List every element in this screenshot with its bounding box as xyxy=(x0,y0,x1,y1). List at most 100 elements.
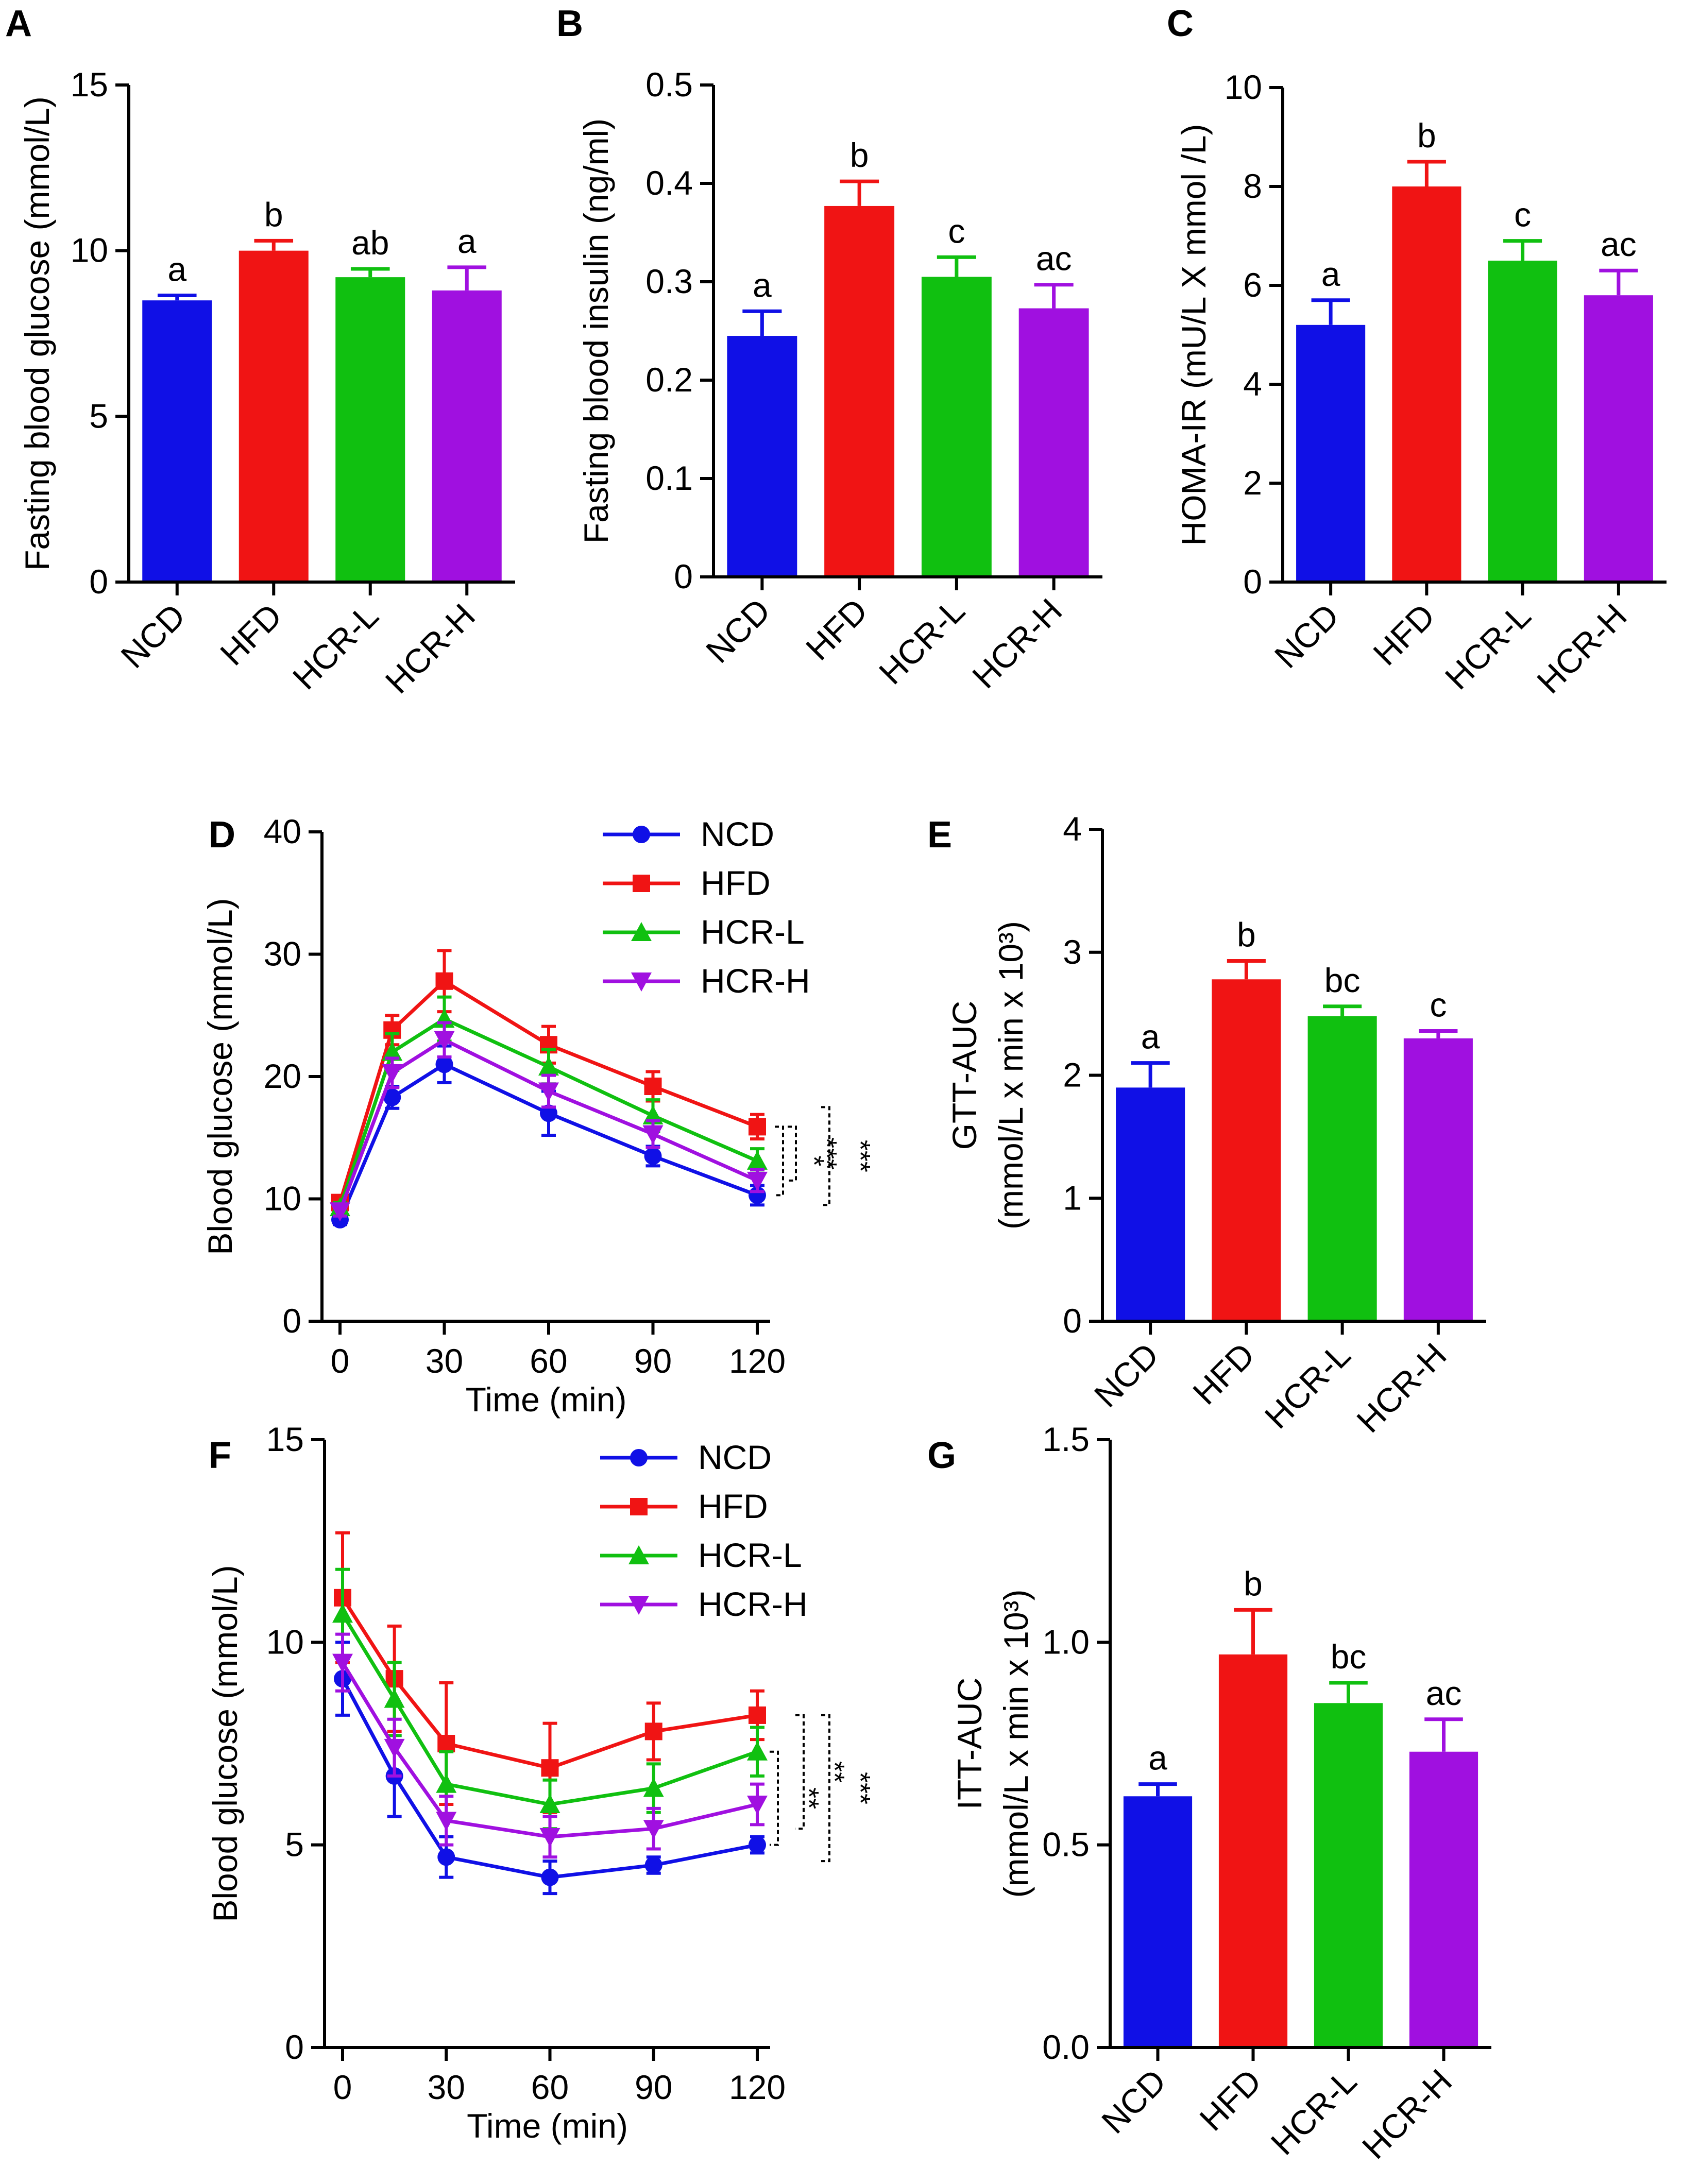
category-label: HCR-H xyxy=(1349,1336,1454,1440)
marker-circle xyxy=(540,1104,557,1122)
marker-triangle-up xyxy=(643,1778,664,1797)
category-label: HCR-L xyxy=(872,591,972,692)
y-tick-label: 15 xyxy=(266,1420,304,1458)
marker-square xyxy=(644,1722,662,1741)
significance-letter: b xyxy=(1417,116,1436,155)
bar-hfd xyxy=(239,250,309,583)
bar-hfd xyxy=(1212,979,1281,1321)
category-label: HCR-L xyxy=(285,596,386,697)
y-tick-label: 40 xyxy=(264,812,301,850)
category-label: HFD xyxy=(1185,1336,1262,1412)
marker-triangle-down xyxy=(330,1202,350,1222)
marker-triangle-down xyxy=(434,1031,455,1050)
panel-D: D 0 10 20 30 40 Blood glucose (mmol/L) 0 30 60 90 1… xyxy=(201,812,876,1419)
marker-triangle-down xyxy=(539,1828,560,1847)
significance-stars: ** xyxy=(819,1761,850,1783)
y-tick-label: 0 xyxy=(1063,1302,1082,1340)
marker-square xyxy=(541,1759,559,1777)
panel-F: F 0 5 10 15 Blood glucose (mmol/L) 0 30 60 90 120 T… xyxy=(206,1420,876,2145)
y-axis-label: Fasting blood insulin (ng/ml) xyxy=(577,118,615,543)
y-axis-label: ITT-AUC xyxy=(950,1678,989,1810)
panel-label: F xyxy=(209,1435,231,1476)
significance-letter: ac xyxy=(1426,1674,1462,1712)
category-label: HFD xyxy=(1192,2062,1268,2138)
marker-circle xyxy=(633,826,650,843)
bar-hcr-h xyxy=(1403,1038,1473,1321)
marker-triangle-down xyxy=(538,1082,559,1102)
x-tick-label: 120 xyxy=(729,2068,786,2106)
y-tick-label: 2 xyxy=(1243,464,1262,502)
y-tick-label: 0 xyxy=(282,1302,301,1340)
panel-A: A 0 5 10 15 Fasting blood glucose (mmol/L) a NC… xyxy=(5,3,515,701)
series-line xyxy=(341,1661,758,1839)
panel-label: D xyxy=(209,814,235,856)
category-label: NCD xyxy=(1094,2062,1173,2141)
significance-bracket xyxy=(788,1125,797,1182)
marker-triangle-down xyxy=(332,1653,353,1673)
marker-square xyxy=(435,972,453,990)
y-axis-label-units: (mmol/L x min x 10³) xyxy=(992,921,1030,1230)
significance-letter: b xyxy=(1237,915,1256,953)
significance-bracket xyxy=(770,1750,779,1846)
marker-circle xyxy=(749,1836,766,1854)
category-label: NCD xyxy=(1267,596,1346,675)
panel-label: G xyxy=(927,1435,956,1476)
x-tick-label: 60 xyxy=(530,1342,567,1380)
significance-letter: a xyxy=(457,222,477,260)
panel-G: G 0.0 0.5 1.0 1.5 ITT-AUC (mmol/L x min x 10³)… xyxy=(927,1420,1491,2166)
significance-letter: b xyxy=(1244,1564,1263,1602)
marker-triangle-up xyxy=(631,922,652,941)
y-tick-label: 5 xyxy=(285,1825,304,1864)
x-axis-label: Time (min) xyxy=(467,2107,628,2145)
significance-brackets: ******* xyxy=(770,1714,876,1863)
marker-triangle-down xyxy=(631,972,652,992)
panel-label: E xyxy=(927,814,952,856)
marker-triangle-up xyxy=(384,1688,405,1708)
legend-entry: HCR-L xyxy=(698,1536,802,1574)
bar-hfd xyxy=(1392,186,1461,582)
panel-E: E 0 1 2 3 4 GTT-AUC (mmol/L x min x 10³) a NCD b HF… xyxy=(927,810,1486,1440)
y-tick-label: 10 xyxy=(264,1180,301,1218)
significance-brackets: ******* xyxy=(775,1106,876,1206)
marker-triangle-up xyxy=(628,1545,649,1564)
y-tick-label: 3 xyxy=(1063,933,1082,971)
bar-hfd xyxy=(824,206,895,577)
legend-entry: HFD xyxy=(701,864,771,902)
series-line xyxy=(338,1017,758,1208)
significance-letter: ac xyxy=(1036,240,1072,278)
bar-ncd xyxy=(1116,1087,1185,1321)
bar-hcr-h xyxy=(1018,308,1089,577)
marker-square xyxy=(644,1078,662,1095)
marker-triangle-up xyxy=(332,1603,353,1623)
significance-letter: c xyxy=(1514,196,1531,234)
y-tick-label: 0.5 xyxy=(1042,1825,1090,1864)
bar-ncd xyxy=(727,336,797,577)
marker-triangle-down xyxy=(747,1171,768,1191)
significance-letter: b xyxy=(850,136,869,174)
legend-entry: NCD xyxy=(701,815,774,853)
bar-hcr-h xyxy=(1584,295,1653,582)
panel-C: C 0 2 4 6 8 10 HOMA-IR (mU/L X mmol /L) a NCD b HFD… xyxy=(1167,3,1667,701)
x-tick-label: 30 xyxy=(426,1342,463,1380)
y-tick-label: 0.5 xyxy=(645,65,693,104)
x-tick-label: 90 xyxy=(635,2068,672,2106)
panel-label: B xyxy=(556,3,583,44)
y-tick-label: 10 xyxy=(266,1623,304,1661)
y-tick-label: 0.4 xyxy=(645,164,693,202)
series-line xyxy=(338,1062,758,1221)
legend-entry: HFD xyxy=(698,1487,768,1525)
category-label: HCR-L xyxy=(1257,1336,1358,1436)
significance-letter: a xyxy=(753,266,772,304)
marker-circle xyxy=(644,1147,662,1165)
significance-bracket xyxy=(795,1714,805,1830)
significance-letter: a xyxy=(1148,1739,1167,1777)
marker-triangle-down xyxy=(747,1796,768,1815)
significance-letter: b xyxy=(264,195,283,233)
legend-entry: HCR-H xyxy=(701,962,810,1000)
y-tick-label: 0 xyxy=(674,557,693,595)
y-tick-label: 0 xyxy=(1243,562,1262,601)
panel-B: B 0 0.1 0.2 0.3 0.4 0.5 Fasting blood insulin (… xyxy=(556,3,1102,695)
x-axis-label: Time (min) xyxy=(466,1380,627,1419)
y-tick-label: 0.1 xyxy=(645,459,693,497)
